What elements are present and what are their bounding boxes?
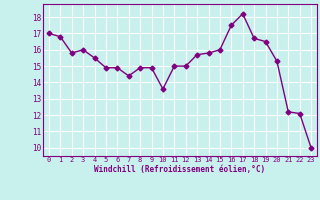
X-axis label: Windchill (Refroidissement éolien,°C): Windchill (Refroidissement éolien,°C): [94, 165, 266, 174]
